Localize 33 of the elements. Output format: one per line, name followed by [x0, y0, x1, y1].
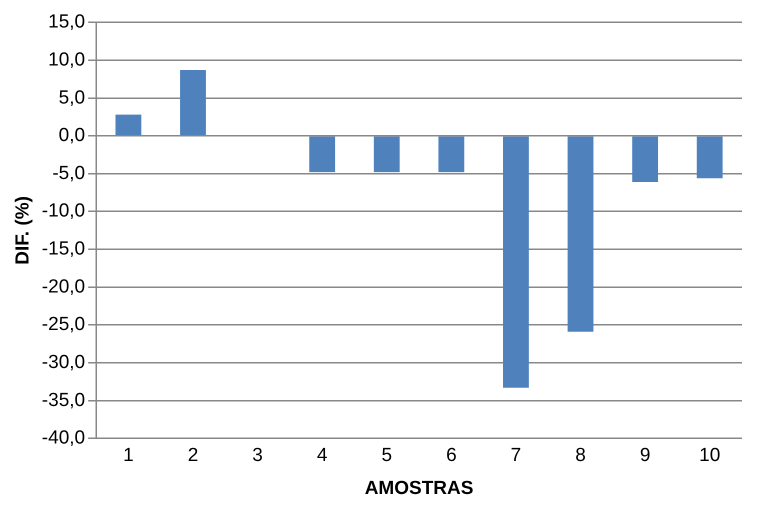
y-tick-label: -15,0: [42, 238, 86, 260]
bar: [632, 136, 658, 182]
bar: [568, 136, 594, 332]
bar: [696, 136, 723, 178]
bar: [503, 136, 529, 388]
x-tick-label: 7: [510, 445, 522, 466]
y-tick-label: -25,0: [42, 314, 86, 336]
x-axis-title: AMOSTRAS: [364, 478, 474, 499]
bar: [180, 70, 206, 136]
x-tick-label: 3: [252, 445, 263, 466]
bar: [309, 136, 336, 172]
x-tick-label: 6: [446, 445, 457, 466]
bar: [374, 136, 400, 172]
y-tick-label: -5,0: [52, 162, 86, 184]
x-tick-label: 8: [575, 445, 586, 466]
bar: [438, 136, 464, 172]
y-tick-label: -35,0: [42, 390, 86, 411]
y-tick-label: 0,0: [58, 125, 86, 146]
x-tick-label: 9: [640, 445, 650, 466]
y-tick-label: -10,0: [42, 200, 86, 222]
y-tick-label: 5,0: [58, 87, 86, 108]
x-tick-label: 2: [188, 445, 198, 466]
y-tick-label: -30,0: [42, 352, 86, 373]
bar: [115, 114, 142, 136]
x-tick-label: 4: [316, 445, 328, 466]
y-axis-title: DIF. (%): [12, 196, 34, 265]
x-tick-label: 10: [699, 445, 720, 466]
y-tick-label: 10,0: [48, 49, 86, 70]
y-tick-label: -20,0: [42, 276, 86, 298]
x-tick-label: 1: [123, 445, 134, 466]
y-tick-label: -40,0: [42, 428, 86, 449]
x-tick-label: 5: [381, 445, 392, 466]
y-tick-label: 15,0: [48, 12, 86, 33]
